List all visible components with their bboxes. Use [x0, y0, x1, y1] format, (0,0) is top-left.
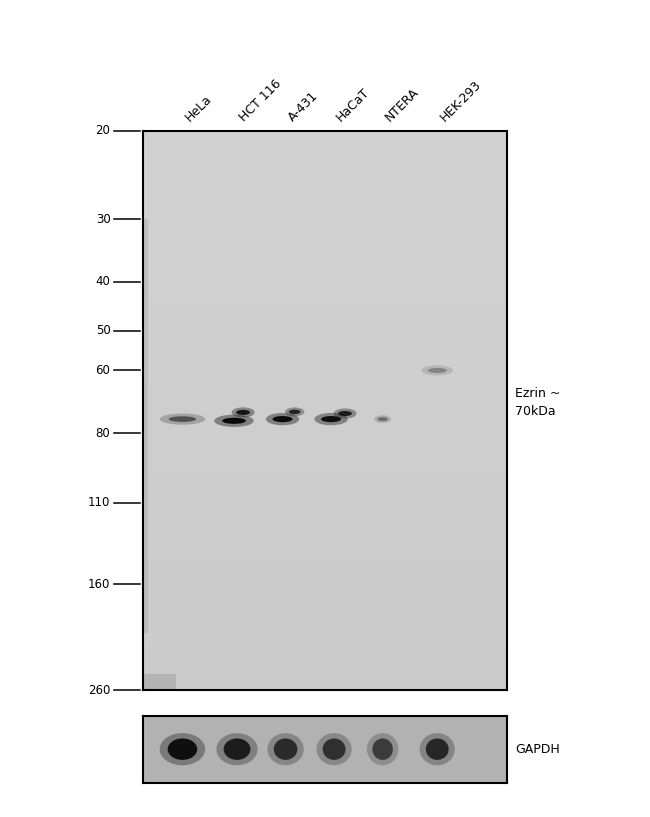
Text: NTERA: NTERA [383, 86, 421, 124]
Ellipse shape [426, 739, 448, 760]
Text: GAPDH: GAPDH [515, 743, 560, 756]
Text: HaCaT: HaCaT [334, 86, 372, 124]
Ellipse shape [378, 417, 388, 421]
Text: A-431: A-431 [285, 89, 320, 124]
Bar [143, 219, 148, 633]
Text: 40: 40 [96, 275, 111, 288]
Ellipse shape [231, 408, 255, 417]
Bar [143, 673, 176, 693]
Text: 110: 110 [88, 496, 110, 509]
Ellipse shape [321, 416, 341, 422]
Ellipse shape [421, 365, 453, 376]
Ellipse shape [168, 739, 197, 760]
Ellipse shape [267, 733, 304, 766]
Ellipse shape [315, 413, 348, 426]
Ellipse shape [420, 733, 455, 766]
Text: Ezrin ~
70kDa: Ezrin ~ 70kDa [515, 386, 560, 417]
Text: 50: 50 [96, 324, 111, 337]
Ellipse shape [322, 739, 346, 760]
Ellipse shape [160, 733, 205, 766]
Text: 80: 80 [96, 426, 111, 440]
Ellipse shape [285, 408, 304, 417]
Ellipse shape [333, 408, 357, 418]
Text: HEK-293: HEK-293 [437, 78, 484, 124]
Ellipse shape [428, 368, 447, 373]
Ellipse shape [289, 409, 300, 414]
Text: HeLa: HeLa [183, 92, 214, 124]
Ellipse shape [169, 417, 196, 422]
Ellipse shape [216, 733, 257, 766]
Text: 60: 60 [96, 364, 111, 377]
Ellipse shape [222, 417, 246, 424]
Ellipse shape [236, 410, 250, 415]
Ellipse shape [374, 415, 391, 423]
Ellipse shape [274, 739, 298, 760]
Ellipse shape [214, 415, 254, 427]
Ellipse shape [160, 413, 205, 425]
Ellipse shape [367, 733, 398, 766]
Ellipse shape [224, 739, 250, 760]
Ellipse shape [372, 739, 393, 760]
Ellipse shape [317, 733, 352, 766]
Text: 20: 20 [96, 124, 111, 137]
Ellipse shape [266, 413, 299, 426]
Text: 160: 160 [88, 578, 110, 591]
Text: 260: 260 [88, 684, 110, 697]
Text: 30: 30 [96, 212, 111, 225]
Text: HCT 116: HCT 116 [237, 77, 284, 124]
Ellipse shape [272, 416, 292, 422]
Ellipse shape [338, 411, 352, 416]
